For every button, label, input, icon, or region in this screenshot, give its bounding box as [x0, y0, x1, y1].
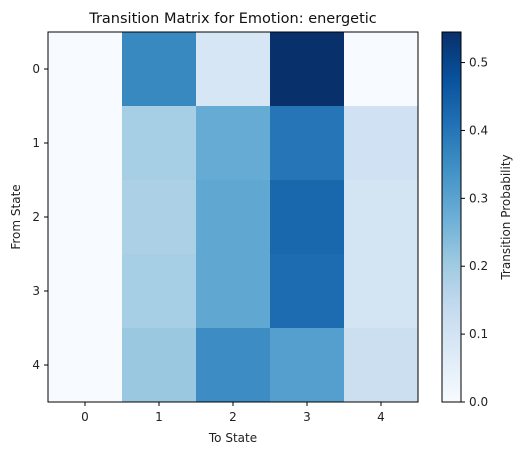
- heatmap-cell-4-0: [48, 328, 123, 403]
- heatmap-cell-4-4: [344, 328, 419, 403]
- heatmap-cell-2-4: [344, 180, 419, 255]
- heatmap-cell-2-3: [270, 180, 345, 255]
- heatmap-cell-3-3: [270, 254, 345, 329]
- y-tick-label: 3: [32, 284, 40, 298]
- colorbar-tick-label: 0.2: [469, 259, 488, 273]
- y-tick-label: 0: [32, 62, 40, 76]
- heatmap-cell-2-0: [48, 180, 123, 255]
- heatmap-cell-3-0: [48, 254, 123, 329]
- colorbar-tick-label: 0.0: [469, 395, 488, 409]
- heatmap-cell-2-2: [196, 180, 271, 255]
- heatmap-cell-1-2: [196, 106, 271, 181]
- heatmap-cells: [48, 32, 419, 403]
- y-tick-label: 1: [32, 136, 40, 150]
- y-axis-label: From State: [9, 184, 23, 249]
- heatmap-cell-0-4: [344, 32, 419, 107]
- colorbar-tick-label: 0.3: [469, 191, 488, 205]
- x-axis-label: To State: [208, 431, 257, 445]
- heatmap-cell-1-4: [344, 106, 419, 181]
- y-tick-label: 4: [32, 358, 40, 372]
- heatmap-cell-3-4: [344, 254, 419, 329]
- heatmap-cell-0-2: [196, 32, 271, 107]
- heatmap-cell-0-3: [270, 32, 345, 107]
- x-tick-label: 3: [303, 410, 311, 424]
- x-tick-label: 0: [81, 410, 89, 424]
- heatmap-cell-4-3: [270, 328, 345, 403]
- x-tick-label: 1: [155, 410, 163, 424]
- colorbar-label: Transition Probability: [499, 154, 513, 280]
- y-axis-ticks: 0 1 2 3 4: [32, 62, 48, 372]
- heatmap-cell-3-2: [196, 254, 271, 329]
- heatmap-cell-4-2: [196, 328, 271, 403]
- x-axis-ticks: 0 1 2 3 4: [81, 402, 385, 424]
- heatmap-cell-0-1: [122, 32, 197, 107]
- heatmap-cell-1-3: [270, 106, 345, 181]
- colorbar: [441, 31, 462, 403]
- heatmap-cell-1-0: [48, 106, 123, 181]
- colorbar-tick-label: 0.4: [469, 123, 488, 137]
- x-tick-label: 4: [377, 410, 385, 424]
- heatmap-cell-1-1: [122, 106, 197, 181]
- y-tick-label: 2: [32, 210, 40, 224]
- x-tick-label: 2: [229, 410, 237, 424]
- heatmap-cell-4-1: [122, 328, 197, 403]
- colorbar-ticks: 0.0 0.1 0.2 0.3 0.4 0.5: [461, 56, 488, 409]
- heatmap-cell-2-1: [122, 180, 197, 255]
- chart-title: Transition Matrix for Emotion: energetic: [88, 11, 377, 27]
- colorbar-tick-label: 0.5: [469, 56, 488, 70]
- heatmap-cell-3-1: [122, 254, 197, 329]
- heatmap-cell-0-0: [48, 32, 123, 107]
- colorbar-tick-label: 0.1: [469, 327, 488, 341]
